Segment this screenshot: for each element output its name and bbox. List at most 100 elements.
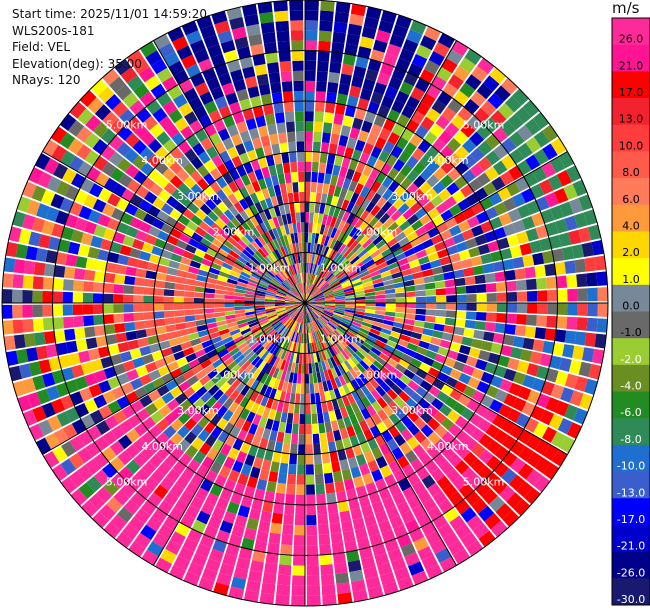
ppi-gate (466, 514, 483, 531)
ppi-gate (169, 564, 186, 580)
ppi-gate (281, 214, 288, 225)
ppi-gate (449, 388, 463, 402)
ppi-gate (483, 117, 500, 133)
ppi-gate (151, 350, 164, 361)
ppi-gate (154, 318, 166, 327)
ppi-gate (186, 375, 199, 387)
ppi-gate (268, 366, 277, 377)
elevation-label: Elevation(deg): 35.00 (12, 56, 142, 71)
ppi-gate (305, 295, 313, 303)
ppi-gate (310, 286, 318, 296)
ppi-gate (462, 138, 477, 154)
ppi-gate (410, 87, 425, 102)
ppi-gate (288, 291, 297, 298)
ppi-gate (311, 332, 316, 343)
ppi-gate (32, 304, 43, 318)
ppi-gate (305, 242, 308, 253)
ppi-gate (286, 330, 293, 340)
ppi-gate (360, 384, 371, 396)
ppi-gate (412, 271, 424, 280)
ppi-gate (311, 321, 316, 332)
ppi-gate (221, 184, 233, 197)
ppi-gate (228, 469, 240, 483)
ppi-gate (261, 187, 270, 200)
ppi-gate (171, 188, 185, 202)
ppi-gate (344, 295, 356, 299)
ppi-gate (52, 317, 64, 330)
ppi-gate (193, 450, 206, 464)
ppi-gate (184, 309, 195, 316)
ppi-gate (271, 174, 280, 186)
ppi-gate (264, 256, 273, 266)
ppi-gate (365, 6, 382, 20)
ppi-gate (178, 263, 190, 272)
ppi-gate (315, 483, 326, 495)
ppi-gate (339, 510, 352, 523)
ppi-gate (59, 132, 76, 149)
ppi-gate (296, 383, 301, 394)
ppi-gate (576, 273, 588, 288)
ppi-gate (350, 401, 361, 414)
ppi-gate (169, 161, 183, 175)
ppi-gate (256, 313, 267, 319)
ppi-gate (348, 325, 359, 333)
ppi-gate (470, 255, 483, 267)
ppi-gate (176, 168, 190, 182)
ppi-gate (350, 275, 361, 283)
ppi-gate (297, 161, 305, 172)
ppi-gate (215, 377, 227, 389)
ppi-gate (336, 582, 351, 595)
ppi-gate (489, 399, 503, 413)
ppi-gate (317, 330, 324, 340)
ppi-gate (254, 237, 264, 249)
ppi-gate (301, 363, 305, 374)
ppi-gate (276, 358, 284, 369)
ppi-gate (205, 469, 218, 483)
ppi-gate (526, 451, 543, 468)
colorbar-swatch (612, 18, 650, 46)
ppi-gate (330, 174, 339, 186)
ppi-gate (376, 184, 388, 197)
ppi-gate (294, 202, 300, 213)
ppi-gate (483, 331, 495, 342)
ppi-gate (323, 337, 331, 348)
ppi-gate (346, 549, 360, 563)
ppi-gate (310, 181, 317, 193)
ppi-gate (392, 276, 404, 284)
ppi-gate (243, 589, 260, 603)
ppi-gate (183, 162, 197, 176)
ppi-gate (458, 249, 471, 261)
ppi-gate (365, 295, 376, 300)
ppi-gate (305, 121, 314, 132)
ppi-gate (280, 359, 287, 371)
ppi-gate (175, 239, 188, 250)
ppi-gate (347, 95, 359, 108)
ppi-gate (333, 21, 348, 34)
ppi-gate (178, 380, 191, 393)
ppi-gate (170, 386, 183, 398)
ppi-gate (221, 82, 236, 96)
ppi-gate (474, 234, 488, 246)
ppi-gate (286, 244, 292, 255)
ppi-gate (312, 141, 321, 153)
ppi-gate (224, 159, 236, 172)
ppi-gate (332, 315, 342, 322)
ppi-gate (327, 502, 339, 514)
ppi-gate (164, 411, 178, 425)
ppi-gate (85, 337, 98, 350)
ppi-gate (381, 430, 394, 443)
ppi-gate (374, 478, 388, 492)
ppi-gate (415, 225, 428, 237)
ppi-gate (117, 450, 133, 466)
ppi-gate (403, 385, 415, 397)
ppi-gate (556, 275, 568, 289)
ppi-gate (399, 374, 412, 385)
colorbar-swatch (612, 231, 650, 259)
ppi-gate (347, 328, 358, 336)
ppi-gate (452, 190, 466, 204)
ppi-gate (282, 316, 291, 325)
ppi-gate (51, 398, 66, 414)
ppi-gate (305, 20, 319, 31)
ppi-gate (323, 411, 331, 423)
